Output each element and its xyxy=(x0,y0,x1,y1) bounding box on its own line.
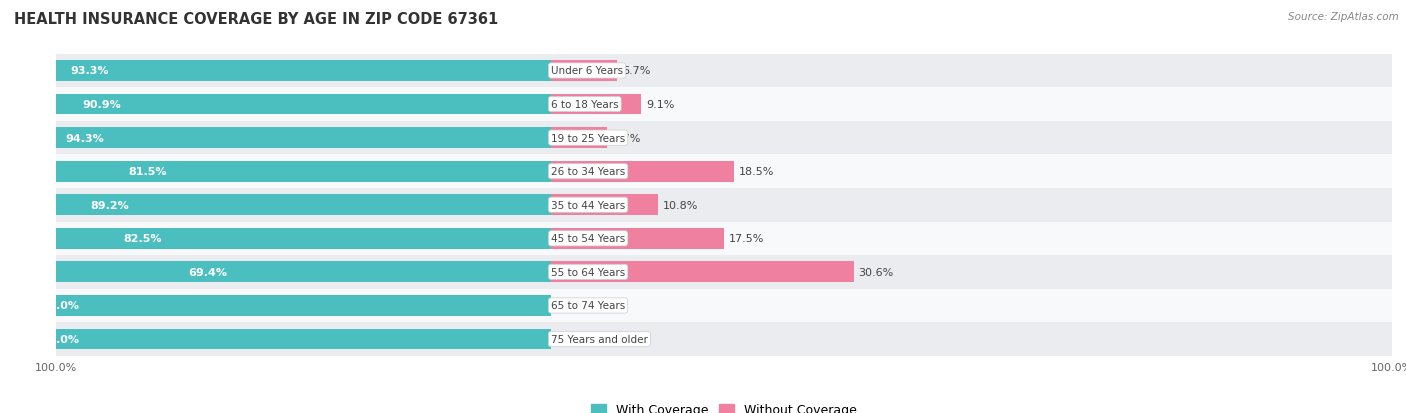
Text: 45 to 54 Years: 45 to 54 Years xyxy=(551,234,626,244)
Bar xyxy=(551,195,658,216)
Text: 82.5%: 82.5% xyxy=(124,234,162,244)
Text: 89.2%: 89.2% xyxy=(90,200,129,210)
Bar xyxy=(56,121,1406,155)
Bar xyxy=(56,222,1406,256)
Text: 5.7%: 5.7% xyxy=(612,133,641,143)
Bar xyxy=(551,228,724,249)
Text: 26 to 34 Years: 26 to 34 Years xyxy=(551,167,626,177)
Text: 65 to 74 Years: 65 to 74 Years xyxy=(551,301,626,311)
Text: Under 6 Years: Under 6 Years xyxy=(551,66,623,76)
Text: 69.4%: 69.4% xyxy=(188,267,228,277)
Text: 6.7%: 6.7% xyxy=(623,66,651,76)
Text: 30.6%: 30.6% xyxy=(859,267,894,277)
Bar xyxy=(56,256,1406,289)
Bar xyxy=(56,323,1406,356)
Bar xyxy=(0,262,551,282)
Text: 100.0%: 100.0% xyxy=(34,334,79,344)
Text: 35 to 44 Years: 35 to 44 Years xyxy=(551,200,626,210)
Bar xyxy=(56,289,1406,323)
Bar xyxy=(551,128,607,149)
Bar xyxy=(0,228,551,249)
Text: HEALTH INSURANCE COVERAGE BY AGE IN ZIP CODE 67361: HEALTH INSURANCE COVERAGE BY AGE IN ZIP … xyxy=(14,12,498,27)
Text: 81.5%: 81.5% xyxy=(128,167,167,177)
Bar xyxy=(551,161,734,182)
Bar xyxy=(56,55,1406,88)
Bar xyxy=(56,188,1406,222)
Text: 100.0%: 100.0% xyxy=(34,301,79,311)
Text: 10.8%: 10.8% xyxy=(662,200,699,210)
Bar xyxy=(551,95,641,115)
Bar xyxy=(0,128,551,149)
Text: 55 to 64 Years: 55 to 64 Years xyxy=(551,267,626,277)
Bar xyxy=(0,195,551,216)
Text: 93.3%: 93.3% xyxy=(70,66,108,76)
Text: 18.5%: 18.5% xyxy=(740,167,775,177)
Text: 90.9%: 90.9% xyxy=(82,100,121,110)
Text: 0.0%: 0.0% xyxy=(565,334,593,344)
Text: 75 Years and older: 75 Years and older xyxy=(551,334,648,344)
Text: 6 to 18 Years: 6 to 18 Years xyxy=(551,100,619,110)
Bar xyxy=(551,61,617,82)
Bar xyxy=(56,88,1406,121)
Text: 9.1%: 9.1% xyxy=(645,100,675,110)
Legend: With Coverage, Without Coverage: With Coverage, Without Coverage xyxy=(586,398,862,413)
Text: 17.5%: 17.5% xyxy=(730,234,765,244)
Bar xyxy=(551,262,853,282)
Text: 0.0%: 0.0% xyxy=(565,301,593,311)
Bar xyxy=(0,161,551,182)
Bar xyxy=(0,95,551,115)
Bar xyxy=(0,329,551,349)
Bar xyxy=(0,295,551,316)
Text: Source: ZipAtlas.com: Source: ZipAtlas.com xyxy=(1288,12,1399,22)
Text: 94.3%: 94.3% xyxy=(65,133,104,143)
Bar xyxy=(0,61,551,82)
Bar xyxy=(56,155,1406,188)
Text: 19 to 25 Years: 19 to 25 Years xyxy=(551,133,626,143)
